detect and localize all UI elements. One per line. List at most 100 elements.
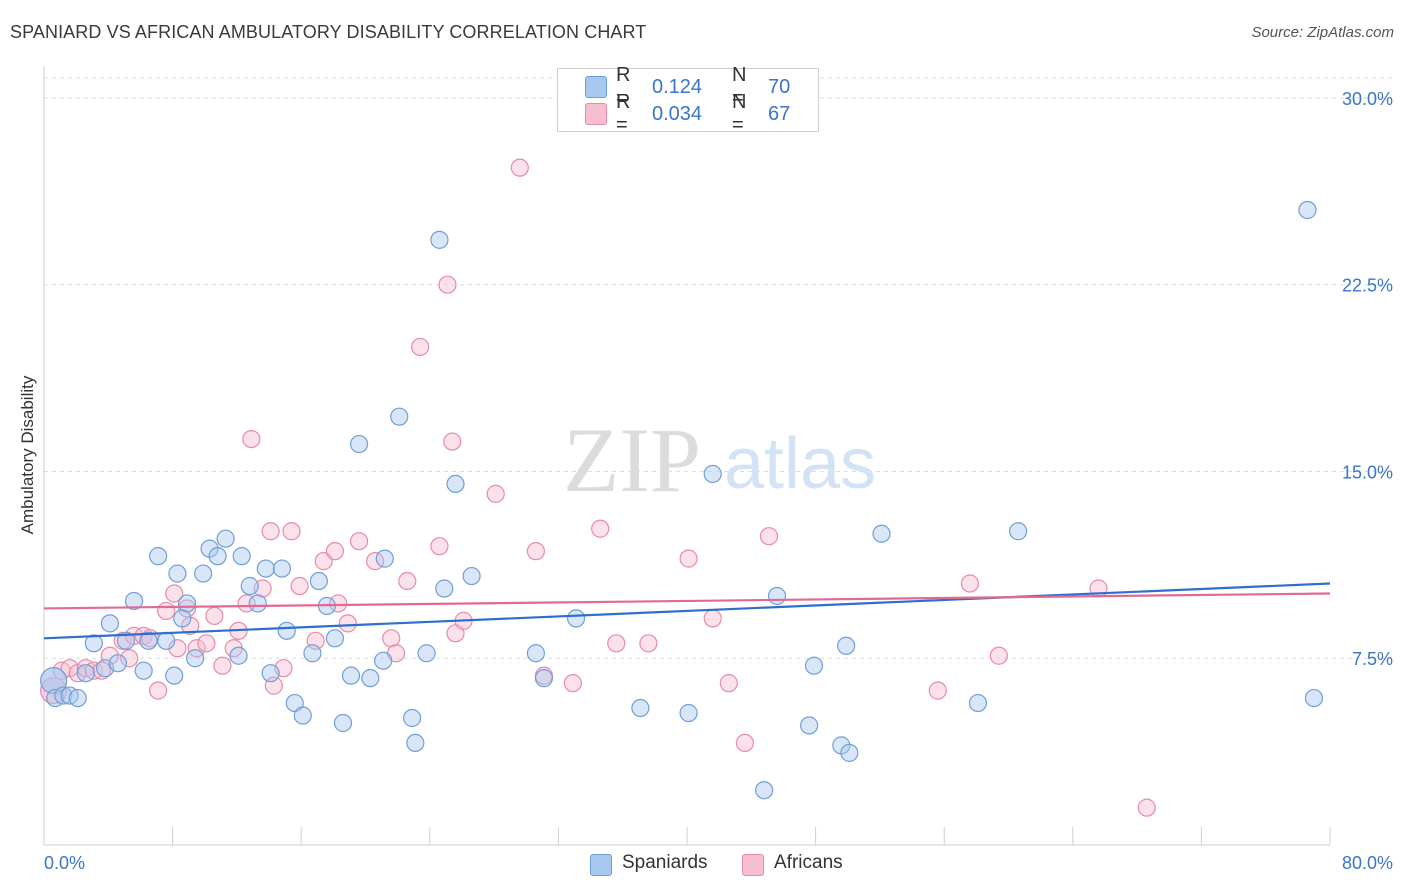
spaniard-point [800,716,819,735]
n-value: 67 [768,102,791,125]
african-point [960,574,980,593]
african-point [157,601,176,621]
spaniard-point [374,651,393,670]
spaniard-point [703,464,722,484]
african-point [290,576,309,596]
spaniard-point [872,524,891,543]
african-point [242,429,261,449]
spaniard-point [375,549,394,568]
spaniard-point [403,708,422,728]
correlation-legend: R = 0.124 N = 70 R = 0.034 N = 67 [557,64,819,136]
spaniard-point [277,621,296,640]
spaniard-point [232,547,251,566]
spaniard-point [526,644,545,663]
spaniard-point [534,669,554,688]
source-label: Source: ZipAtlas.com [1251,24,1394,41]
spaniard-point [256,559,275,578]
spaniard-point [804,656,824,675]
africans-swatch [742,854,764,876]
africans-points [40,158,1156,817]
r-value: 0.124 [652,75,703,98]
spaniard-point [293,706,312,725]
spaniard-point [100,614,120,633]
spaniard-point [68,688,87,708]
african-point [149,681,168,700]
african-point [282,522,301,541]
african-point [526,542,545,561]
african-point [486,484,505,503]
spaniards-swatch [590,854,612,876]
african-point [928,681,947,700]
spaniard-point [1009,522,1028,541]
spaniard-point [840,743,859,762]
african-point [329,594,348,613]
spaniard-point [566,609,586,628]
spaniard-point [767,586,787,606]
african-point [165,584,184,603]
spaniard-point [755,781,774,800]
spaniard-point [837,636,856,655]
african-point [325,542,345,561]
r-label: R = [616,64,631,109]
chart-title: SPANIARD VS AFRICAN AMBULATORY DISABILIT… [10,22,647,42]
bottom-legend-label: Africans [774,852,843,873]
spaniard-point [417,644,436,663]
african-point [261,522,280,541]
spaniard-point [157,631,176,650]
spaniard-point [430,230,449,249]
spaniard-point [390,407,409,426]
african-point [338,614,357,633]
spaniard-point [240,576,259,596]
african-point [719,674,738,693]
africans-trend-line [43,592,1331,610]
african-point [213,656,232,675]
african-point [205,606,224,625]
african-point [510,158,529,177]
spaniard-point [325,629,345,648]
spaniard-point [349,434,369,454]
african-point [349,532,369,551]
watermark-atlas: atlas [724,424,876,504]
spaniard-point [261,664,280,683]
axes [43,66,1331,846]
bottom-legend-label: Spaniards [622,852,708,873]
spaniard-point [108,654,128,673]
african-point [411,337,430,357]
spaniard-point [76,664,95,683]
spaniard-point [248,594,267,613]
x-tick-label: 0.0% [44,853,85,873]
n-value: 70 [768,75,791,98]
african-point [639,634,658,653]
watermark: ZIP atlas [563,409,876,511]
african-point [197,634,216,653]
gridlines [44,77,1392,659]
y-tick-label: 30.0% [1342,89,1393,109]
y-tick-label: 22.5% [1342,276,1393,296]
africans-swatch [585,103,607,125]
spaniard-point [186,649,205,668]
african-point [703,609,722,628]
african-point [1137,798,1156,817]
spaniard-point [229,646,248,665]
spaniard-point [341,666,361,685]
spaniard-point [272,559,292,578]
spaniards-trend-line [43,582,1331,640]
spaniard-point [84,634,103,653]
spaniards-swatch [585,76,607,98]
tick-labels: 7.5% 15.0% 22.5% 30.0% 0.0% 80.0% [44,89,1393,873]
african-point [563,674,582,693]
spaniard-point [406,733,425,752]
r-value: 0.034 [652,102,703,125]
spaniard-point [446,474,465,494]
spaniard-point [968,693,988,713]
spaniard-point [134,661,153,680]
spaniard-point [116,631,136,650]
spaniard-point [194,564,213,583]
spaniard-point [177,594,197,613]
african-point [735,733,754,752]
spaniard-point [435,579,454,598]
spaniard-point [462,566,481,586]
spaniard-point [631,698,650,718]
spaniard-point [303,644,322,663]
